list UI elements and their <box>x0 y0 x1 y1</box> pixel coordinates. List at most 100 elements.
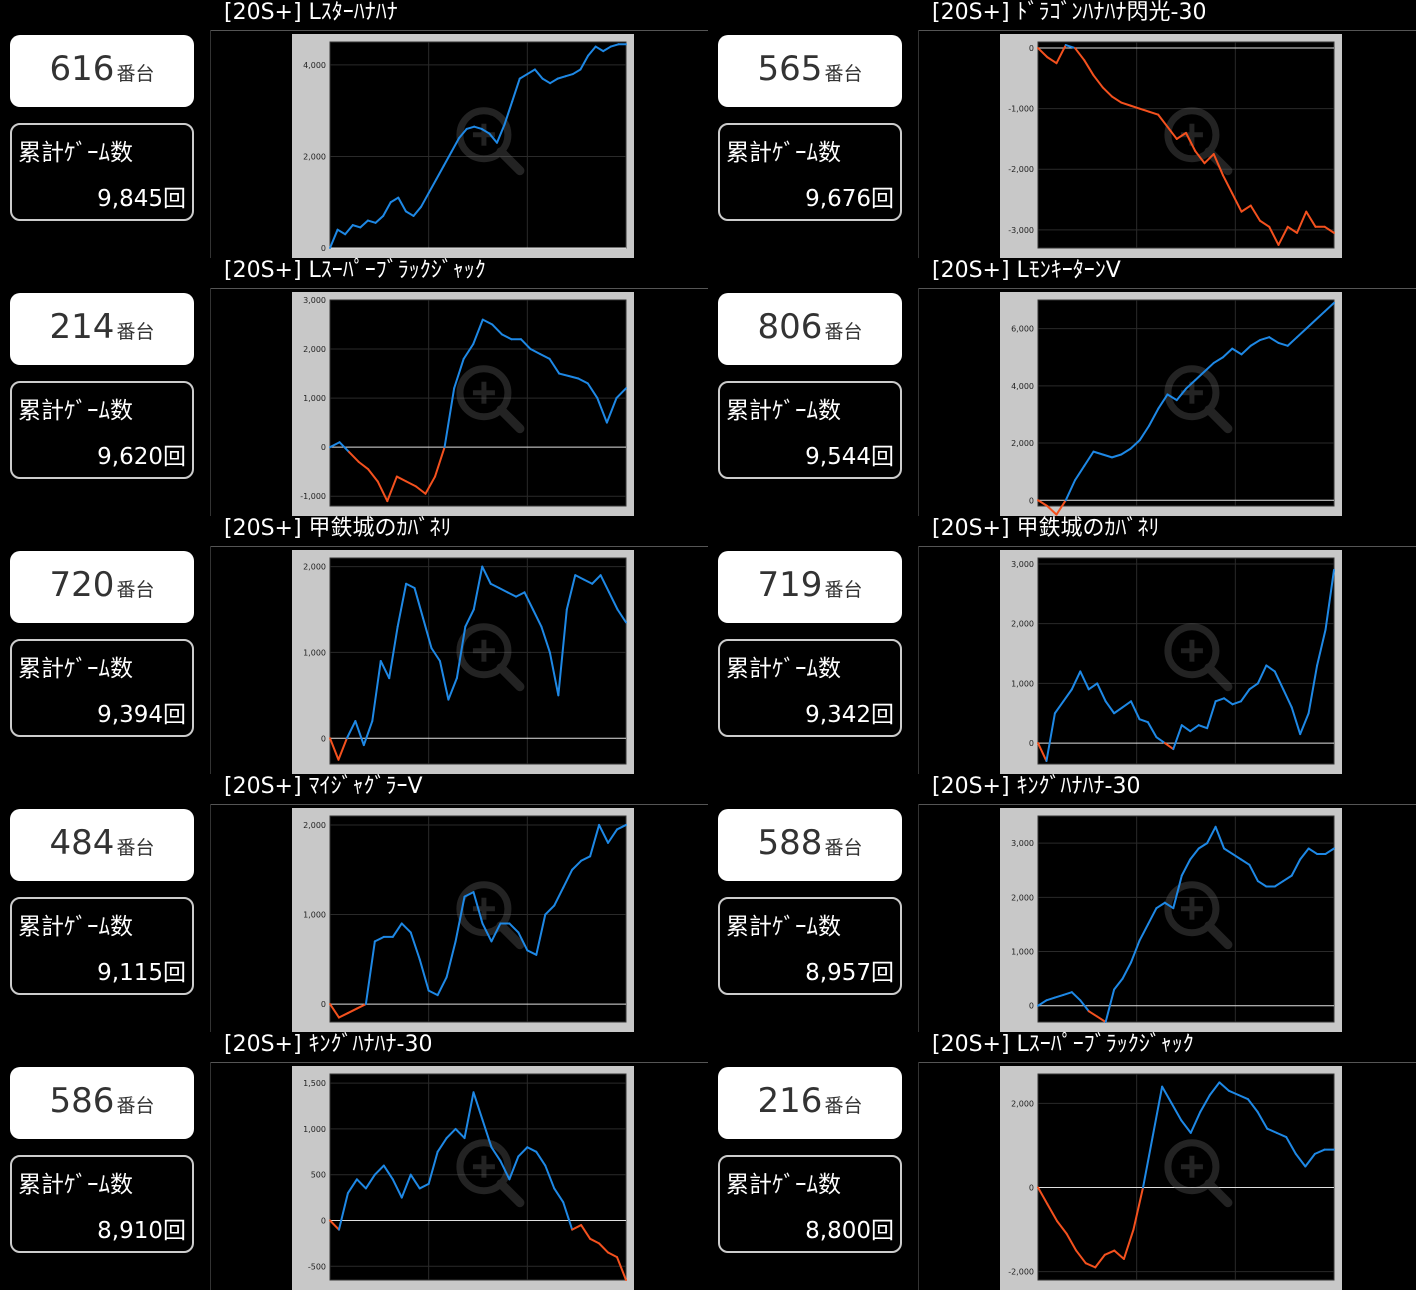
machine-suffix: 番台 <box>824 579 863 601</box>
series-segment <box>1277 225 1289 246</box>
series-segment <box>511 77 521 103</box>
column-divider <box>918 804 919 1032</box>
machine-number-badge[interactable]: 806 番台 <box>718 293 902 365</box>
series-segment <box>571 859 583 871</box>
series-segment <box>580 855 592 862</box>
machine-number: 214 <box>49 307 115 347</box>
series-segment <box>351 224 362 229</box>
machine-suffix: 番台 <box>116 321 155 343</box>
y-tick-label: 500 <box>311 1171 326 1180</box>
series-segment <box>337 1192 349 1231</box>
machine-title[interactable]: [20S+] ｷﾝｸﾞﾊﾅﾊﾅ-30 <box>932 774 1141 799</box>
payout-graph[interactable]: 2,000 0 -2,000 <box>1000 1066 1342 1290</box>
series-segment <box>374 214 385 224</box>
machine-card[interactable]: [20S+] Lｽｰﾊﾟｰﾌﾞﾗｯｸｼﾞｬｯｸ 216 番台 累計ｹﾞｰﾑ数 8… <box>718 1032 1416 1290</box>
payout-graph[interactable]: 0 -1,000 -2,000 -3,000 <box>1000 34 1342 258</box>
series-segment <box>539 352 551 360</box>
machine-card[interactable]: [20S+] Lｽｰﾊﾟｰﾌﾞﾗｯｸｼﾞｬｯｸ 214 番台 累計ｹﾞｰﾑ数 9… <box>10 258 918 516</box>
machine-title[interactable]: [20S+] LﾓﾝｷｰﾀｰﾝV <box>932 258 1121 283</box>
machine-title[interactable]: [20S+] Lｽｰﾊﾟｰﾌﾞﾗｯｸｼﾞｬｯｸ <box>224 258 486 283</box>
series-segment <box>1307 847 1319 855</box>
column-divider <box>210 804 211 1032</box>
machine-title[interactable]: [20S+] 甲鉄城のｶﾊﾞﾈﾘ <box>224 516 452 541</box>
series-segment <box>1101 86 1113 98</box>
machine-card[interactable]: [20S+] Lｽﾀｰﾊﾅﾊﾅ 616 番台 累計ｹﾞｰﾑ数 9,845回 0 2… <box>10 0 918 258</box>
machine-number-badge[interactable]: 720 番台 <box>10 551 194 623</box>
series-segment <box>1138 718 1149 724</box>
series-segment <box>1037 47 1049 59</box>
machine-number-badge[interactable]: 565 番台 <box>718 35 902 107</box>
series-segment <box>1256 1110 1269 1130</box>
series-segment <box>1189 1110 1202 1134</box>
series-segment <box>1316 628 1327 667</box>
machine-card[interactable]: [20S+] 甲鉄城のｶﾊﾞﾈﾘ 719 番台 累計ｹﾞｰﾑ数 9,342回 3… <box>718 516 1416 774</box>
payout-graph[interactable]: 1,500 1,000 500 0 -500 <box>292 1066 634 1290</box>
payout-graph[interactable]: 2,000 1,000 0 <box>292 808 634 1032</box>
series-segment <box>1180 724 1192 733</box>
machine-title[interactable]: [20S+] ﾄﾞﾗｺﾞﾝﾊﾅﾊﾅ閃光-30 <box>932 0 1207 25</box>
series-segment <box>503 100 514 126</box>
payout-graph[interactable]: 6,000 4,000 2,000 0 <box>1000 292 1342 516</box>
machine-title[interactable]: [20S+] ｷﾝｸﾞﾊﾅﾊﾅ-30 <box>224 1032 433 1057</box>
series-segment <box>382 1164 394 1181</box>
machine-suffix: 番台 <box>116 1095 155 1117</box>
series-segment <box>450 137 461 153</box>
y-tick-label: 0 <box>1029 44 1034 53</box>
series-segment <box>348 451 360 463</box>
machine-number: 484 <box>49 823 115 863</box>
payout-graph[interactable]: 2,000 1,000 0 <box>292 550 634 774</box>
machine-number-badge[interactable]: 214 番台 <box>10 293 194 365</box>
machine-title[interactable]: [20S+] Lｽｰﾊﾟｰﾌﾞﾗｯｸｼﾞｬｯｸ <box>932 1032 1194 1057</box>
machine-number-badge[interactable]: 586 番台 <box>10 1067 194 1139</box>
payout-graph[interactable]: 0 2,000 4,000 <box>292 34 634 258</box>
y-tick-label: 0 <box>321 734 326 743</box>
series-segment <box>607 828 619 844</box>
title-divider <box>210 288 708 289</box>
series-segment <box>1296 210 1308 234</box>
machine-number: 806 <box>757 307 823 347</box>
series-segment <box>1286 336 1298 347</box>
machine-number-badge[interactable]: 216 番台 <box>718 1067 902 1139</box>
column-divider <box>918 546 919 774</box>
series-segment <box>529 348 542 355</box>
series-segment <box>1231 852 1242 861</box>
series-segment <box>1185 379 1197 390</box>
machine-number-badge[interactable]: 719 番台 <box>718 551 902 623</box>
machine-card[interactable]: [20S+] ﾏｲｼﾞｬｸﾞﾗｰV 484 番台 累計ｹﾞｰﾑ数 9,115回 … <box>10 774 918 1032</box>
total-games-box: 累計ｹﾞｰﾑ数 9,845回 <box>10 123 194 221</box>
series-segment <box>1240 204 1252 213</box>
payout-graph[interactable]: 3,000 2,000 1,000 0 -1,000 <box>292 292 634 516</box>
series-segment <box>1214 825 1226 850</box>
machine-card[interactable]: [20S+] LﾓﾝｷｰﾀｰﾝV 806 番台 累計ｹﾞｰﾑ数 9,544回 6… <box>718 258 1416 516</box>
series-segment <box>1299 847 1310 861</box>
series-segment <box>373 1164 385 1176</box>
series-segment <box>1155 736 1166 745</box>
machine-number-badge[interactable]: 616 番台 <box>10 35 194 107</box>
series-segment <box>567 375 580 380</box>
payout-graph[interactable]: 3,000 2,000 1,000 0 <box>1000 808 1342 1032</box>
series-segment <box>499 1159 511 1181</box>
series-segment <box>443 387 456 449</box>
series-segment <box>1189 847 1200 861</box>
machine-number-badge[interactable]: 588 番台 <box>718 809 902 881</box>
y-tick-label: 2,000 <box>303 345 326 354</box>
series-segment <box>1151 1085 1164 1139</box>
machine-title[interactable]: [20S+] ﾏｲｼﾞｬｸﾞﾗｰV <box>224 774 423 799</box>
series-segment <box>518 73 529 80</box>
magnifier-plus-icon <box>1164 365 1233 434</box>
payout-graph[interactable]: 3,000 2,000 1,000 0 <box>1000 550 1342 774</box>
plot-area <box>1037 815 1335 1023</box>
series-segment <box>616 608 627 624</box>
machine-title[interactable]: [20S+] Lｽﾀｰﾊﾅﾊﾅ <box>224 0 398 25</box>
machine-card[interactable]: [20S+] 甲鉄城のｶﾊﾞﾈﾘ 720 番台 累計ｹﾞｰﾑ数 9,394回 2… <box>10 516 918 774</box>
machine-title[interactable]: [20S+] 甲鉄城のｶﾊﾞﾈﾘ <box>932 516 1160 541</box>
machine-number-badge[interactable]: 484 番台 <box>10 809 194 881</box>
machine-card[interactable]: [20S+] ｷﾝｸﾞﾊﾅﾊﾅ-30 586 番台 累計ｹﾞｰﾑ数 8,910回… <box>10 1032 918 1290</box>
machine-card[interactable]: [20S+] ﾄﾞﾗｺﾞﾝﾊﾅﾊﾅ閃光-30 565 番台 累計ｹﾞｰﾑ数 9,… <box>718 0 1416 258</box>
series-segment <box>397 196 407 213</box>
machine-card[interactable]: [20S+] ｷﾝｸﾞﾊﾅﾊﾅ-30 588 番台 累計ｹﾞｰﾑ数 8,957回… <box>718 774 1416 1032</box>
series-segment <box>389 196 400 204</box>
series-segment <box>1138 424 1150 442</box>
y-tick-label: 2,000 <box>1011 1099 1034 1108</box>
series-segment <box>462 343 475 360</box>
